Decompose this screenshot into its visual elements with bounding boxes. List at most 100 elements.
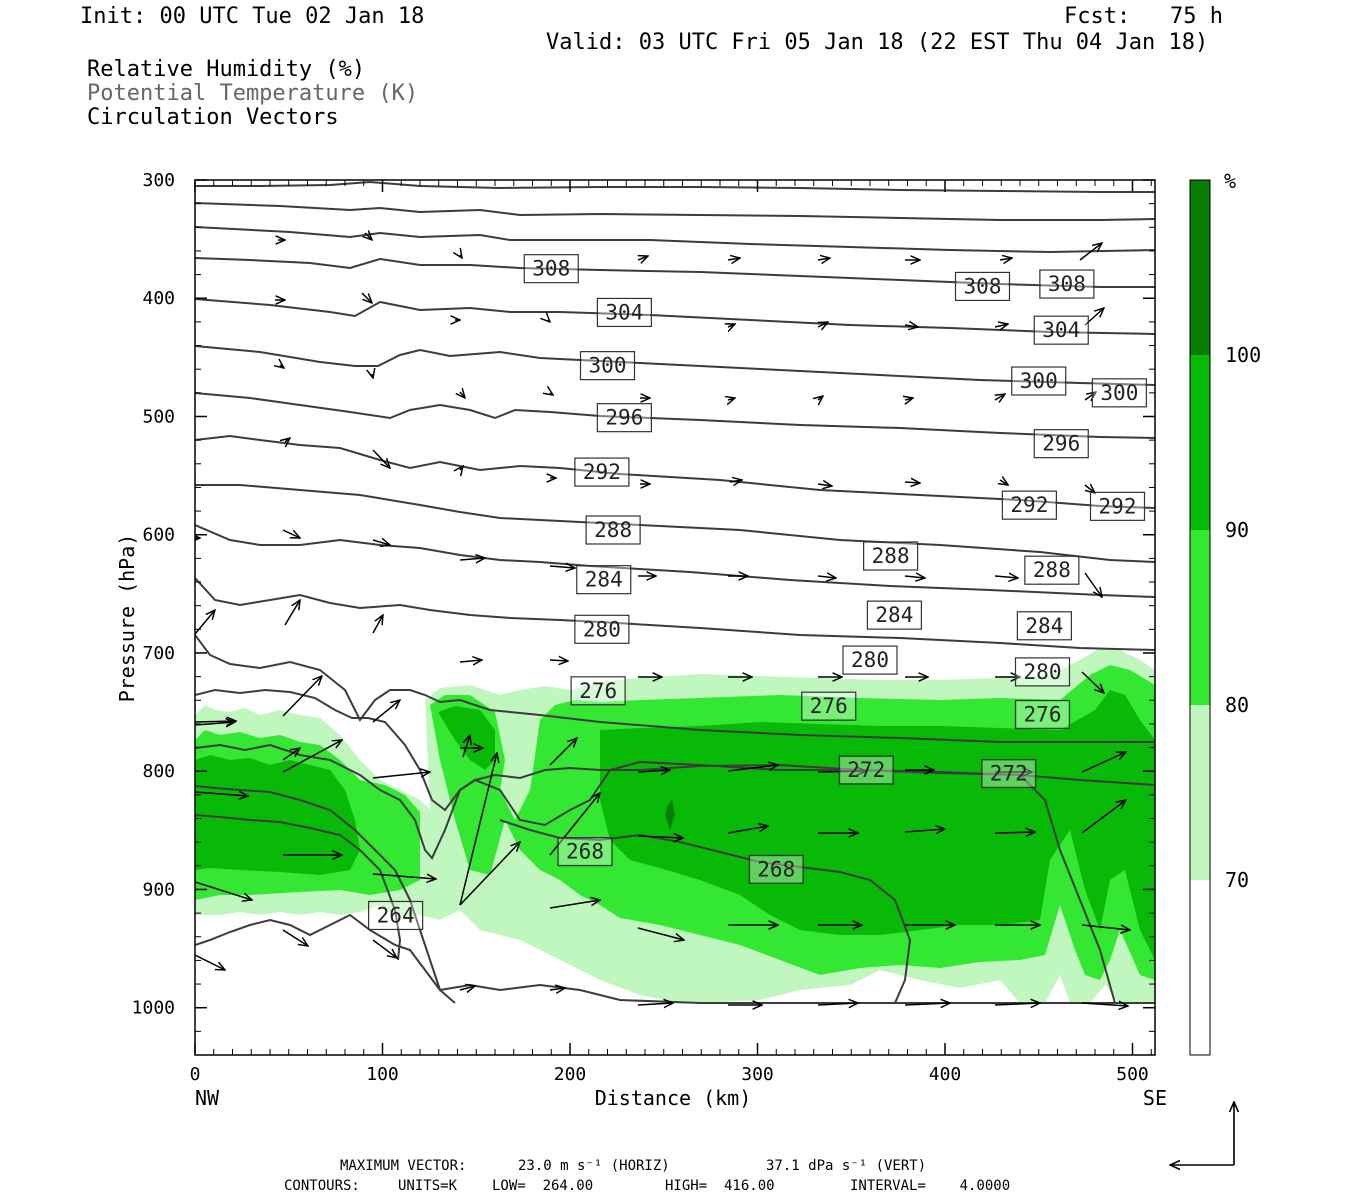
circulation-vector [282, 748, 300, 761]
contour-high: HIGH= 416.00 [665, 1178, 775, 1194]
circulation-vector [195, 954, 225, 970]
circulation-vector [549, 566, 575, 568]
contour-label-bg [1016, 701, 1069, 728]
circulation-vector [549, 900, 600, 909]
contour-label-text: 280 [851, 648, 889, 672]
x-axis-title: Distance (km) [595, 1086, 752, 1110]
contour-label-bg [1016, 658, 1069, 685]
circulation-vector [1079, 243, 1102, 261]
contour-label: 280 [1014, 657, 1071, 687]
contour-label-bg [525, 255, 578, 282]
x-tick-label: 400 [929, 1064, 962, 1085]
y-tick-label: 900 [142, 879, 175, 900]
contour-label-box [1091, 378, 1147, 408]
circulation-vector [904, 576, 925, 578]
circulation-vector [282, 740, 342, 773]
contour-label-text: 276 [810, 694, 848, 718]
contour-label: 272 [981, 758, 1037, 789]
contour-label: 296 [596, 403, 652, 433]
circulation-vector [999, 258, 1012, 260]
contour-label-box [1039, 269, 1095, 299]
contour-label-text: 292 [1099, 494, 1137, 518]
y-tick-label: 1000 [132, 998, 175, 1019]
contour-label-text: 308 [1048, 272, 1086, 296]
contour-units: UNITS=K [398, 1178, 458, 1194]
contour-label-text: 288 [594, 518, 632, 542]
contour-label-text: 268 [566, 840, 604, 864]
circulation-vector [637, 770, 670, 772]
colorbar-swatch-below [1190, 880, 1210, 1055]
theta-contour-line [195, 392, 1155, 439]
contour-label-box [523, 254, 579, 284]
contour-label-box [1011, 366, 1067, 396]
circulation-vector [1084, 572, 1102, 597]
theta-contour-line [195, 257, 1155, 288]
circulation-vector [817, 1003, 858, 1005]
contour-label-box [981, 758, 1037, 789]
circulation-vector [195, 881, 252, 900]
contour-label: 304 [1033, 315, 1089, 345]
theta-contour-line [195, 577, 1155, 651]
nw-label: NW [195, 1086, 220, 1110]
contour-label-text: 292 [583, 460, 621, 484]
circulation-vector [818, 322, 828, 327]
contour-label-text: 300 [589, 354, 627, 378]
contour-label-bg [1035, 430, 1088, 457]
circulation-vector [637, 1003, 673, 1005]
theta-contour-labels: 308 308 308 304 304 300 300 300 296 296 292 292 292 2… [368, 254, 1147, 931]
se-label: SE [1143, 1086, 1167, 1110]
colorbar-label-100: 100 [1225, 343, 1261, 367]
contour-label-bg [1093, 379, 1146, 406]
theta-contour-line [195, 345, 1155, 386]
circulation-vector [549, 738, 577, 766]
y-axis-title: Pressure (hPa) [115, 534, 139, 703]
contour-label-box [954, 271, 1011, 302]
contour-label-box [576, 565, 632, 595]
colorbar-unit: % [1224, 169, 1236, 193]
circulation-vector [195, 792, 248, 796]
contour-label-bg [1018, 612, 1071, 639]
contour-label-box [838, 755, 894, 785]
rh-100-spot [665, 800, 675, 830]
contour-label-bg [575, 459, 628, 486]
colorbar-swatch-70 [1190, 705, 1210, 880]
field-circulation-vectors: Circulation Vectors [87, 105, 339, 130]
contour-label: 284 [1016, 611, 1072, 641]
theta-contour-line [195, 298, 1155, 335]
circulation-vector [904, 482, 920, 483]
contour-label-box [557, 837, 613, 867]
rh-colorbar: % 100 90 80 70 [1189, 169, 1261, 1056]
circulation-vector [372, 700, 400, 723]
contour-label-box [1001, 490, 1057, 520]
contour-label-bg [1003, 492, 1056, 519]
contour-label-box [574, 614, 630, 644]
contours-label: CONTOURS: [284, 1178, 360, 1194]
circulation-vector [459, 558, 485, 560]
contour-label-bg [982, 760, 1035, 787]
contour-label: 292 [1001, 490, 1057, 520]
circulation-vector [728, 324, 735, 327]
contour-label-text: 308 [532, 257, 570, 281]
theta-contour-line [195, 434, 1155, 509]
contour-label-text: 272 [847, 758, 885, 782]
theta-contours [195, 180, 1155, 1004]
contour-label-bg [840, 757, 893, 784]
contour-label-text: 300 [1100, 381, 1138, 405]
colorbar-label-70: 70 [1225, 868, 1249, 892]
contour-label-bg [844, 647, 896, 674]
circulation-vector [548, 320, 550, 322]
contour-label-box [1014, 657, 1071, 687]
contour-label-text: 300 [1020, 369, 1058, 393]
circulation-vector [372, 873, 436, 879]
contour-label: 264 [368, 900, 424, 931]
circulation-vector [905, 398, 913, 400]
theta-contour-line [195, 484, 1155, 563]
circulation-vector [460, 392, 465, 398]
circulation-vector [365, 233, 372, 240]
x-tick-label: 300 [741, 1064, 774, 1085]
contour-label-box [1089, 491, 1146, 521]
contour-label: 276 [570, 676, 626, 706]
circulation-vector [459, 753, 497, 906]
max-vector-label: MAXIMUM VECTOR: [340, 1158, 467, 1174]
